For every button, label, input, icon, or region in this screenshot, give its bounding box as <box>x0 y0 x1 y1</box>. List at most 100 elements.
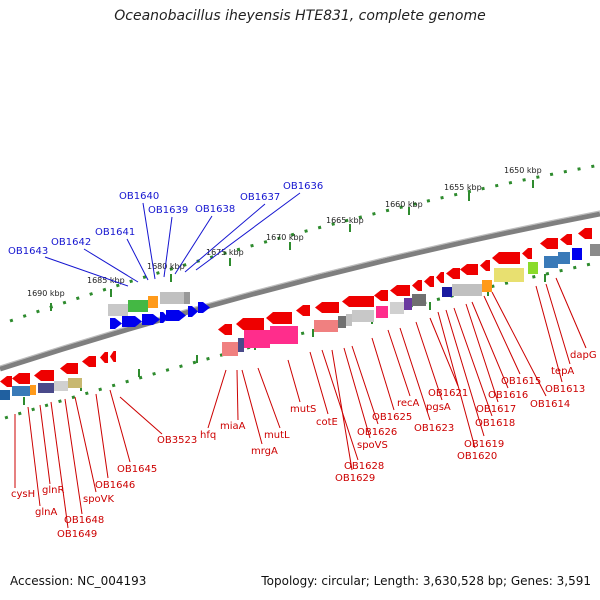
gene-label[interactable]: OB1649 <box>57 529 97 540</box>
gene-label[interactable]: cysH <box>11 489 35 500</box>
gene-label[interactable]: OB1629 <box>335 473 375 484</box>
gene-label[interactable]: miaA <box>220 421 246 432</box>
gene-label[interactable]: OB1616 <box>488 390 528 401</box>
gene-category-box <box>412 294 426 306</box>
reverse-strand-gene <box>374 290 388 301</box>
leader-line <box>39 404 51 485</box>
gene-label[interactable]: OB1625 <box>372 412 412 423</box>
leader-line <box>174 215 213 275</box>
gene-label[interactable]: OB1640 <box>119 191 159 202</box>
gene-label[interactable]: recA <box>397 398 420 409</box>
forward-strand-gene <box>188 306 198 317</box>
gene-category-box <box>184 292 190 304</box>
gene-category-box <box>528 262 538 274</box>
gene-label[interactable]: OB1646 <box>95 480 135 491</box>
scale-label: 1660 kbp <box>385 200 423 209</box>
reverse-strand-gene <box>0 376 12 387</box>
reverse-strand-gene <box>218 324 232 335</box>
gene-label[interactable]: OB1642 <box>51 237 91 248</box>
gene-category-box <box>30 385 36 395</box>
scale-label: 1675 kbp <box>206 248 244 257</box>
gene-label[interactable]: OB1641 <box>95 227 135 238</box>
gene-category-box <box>442 287 452 297</box>
gene-label[interactable]: cotE <box>316 417 338 428</box>
leader-line <box>74 396 97 493</box>
gene-label[interactable]: OB1628 <box>344 461 384 472</box>
gene-label[interactable]: OB1623 <box>414 423 454 434</box>
gene-category-box <box>270 326 298 344</box>
leader-line <box>429 317 459 387</box>
leader-line <box>309 351 329 415</box>
gene-label[interactable]: OB1626 <box>357 427 397 438</box>
reverse-strand-gene <box>12 373 30 384</box>
gene-category-box <box>68 378 82 388</box>
reverse-strand-gene <box>110 351 116 362</box>
gene-label[interactable]: mrgA <box>251 446 278 457</box>
gene-label[interactable]: spoVK <box>83 494 115 505</box>
leader-line <box>491 291 547 397</box>
leader-line <box>257 367 281 429</box>
gene-label[interactable]: OB1613 <box>545 384 585 395</box>
gene-label[interactable]: OB1619 <box>464 439 504 450</box>
leader-line <box>287 359 301 403</box>
leader-line <box>545 283 571 365</box>
gene-label[interactable]: OB1643 <box>8 246 48 257</box>
gene-category-box <box>572 248 582 260</box>
gene-label[interactable]: OB1637 <box>240 192 280 203</box>
gene-label[interactable]: mutS <box>290 404 316 415</box>
reverse-strand-gene <box>424 276 434 287</box>
gene-label[interactable]: OB1645 <box>117 464 157 475</box>
gene-label[interactable]: tepA <box>551 366 574 377</box>
scale-label: 1690 kbp <box>27 289 65 298</box>
gene-label[interactable]: OB1638 <box>195 204 235 215</box>
reverse-strand-gene <box>492 252 520 264</box>
leader-line <box>50 401 69 529</box>
reverse-strand-gene <box>522 248 532 259</box>
leader-line <box>371 337 395 411</box>
gene-label[interactable]: spoVS <box>357 440 388 451</box>
gene-label[interactable]: OB1621 <box>428 388 468 399</box>
reverse-strand-gene <box>60 363 78 374</box>
forward-strand-gene <box>122 316 142 327</box>
gene-label[interactable]: OB1615 <box>501 376 541 387</box>
leader-line <box>195 192 301 271</box>
gene-label[interactable]: OB1639 <box>148 205 188 216</box>
genome-title: Oceanobacillus iheyensis HTE831, complet… <box>114 8 486 24</box>
genome-backbone <box>0 211 600 372</box>
leader-line <box>399 327 431 421</box>
scale-label: 1650 kbp <box>504 166 542 175</box>
gene-label[interactable]: glnA <box>35 507 57 518</box>
reverse-strand-gene <box>266 312 292 324</box>
gene-category-box <box>38 383 54 393</box>
accession-text: Accession: NC_004193 <box>10 574 147 588</box>
gene-label[interactable]: OB1614 <box>530 399 570 410</box>
gene-label[interactable]: OB1620 <box>457 451 497 462</box>
gene-label[interactable]: mutL <box>264 430 290 441</box>
leader-line <box>321 349 359 461</box>
gene-label[interactable]: hfq <box>200 430 216 441</box>
gene-category-box <box>376 306 388 318</box>
reverse-strand-gene <box>342 296 374 307</box>
gene-label[interactable]: OB1648 <box>64 515 104 526</box>
gene-label[interactable]: pgsA <box>426 402 451 413</box>
leader-line <box>331 349 353 471</box>
gene-label[interactable]: dapG <box>570 350 597 361</box>
gene-label[interactable]: OB1617 <box>476 404 516 415</box>
leader-line <box>83 248 139 283</box>
gene-label[interactable]: glnR <box>42 485 64 496</box>
gene-label[interactable]: OB1618 <box>475 418 515 429</box>
leader-line <box>483 295 521 375</box>
scale-label: 1670 kbp <box>266 233 304 242</box>
gene-category-box <box>482 280 492 292</box>
gene-category-box <box>54 381 68 391</box>
gene-label[interactable]: OB3523 <box>157 435 197 446</box>
reverse-strand-gene <box>34 370 54 381</box>
gene-category-box <box>352 310 374 322</box>
leader-line <box>555 277 587 349</box>
gene-label[interactable]: OB1636 <box>283 181 323 192</box>
forward-strand-gene <box>110 318 122 329</box>
reverse-strand-gene <box>390 285 410 296</box>
topology-text: Topology: circular; Length: 3,630,528 bp… <box>261 574 591 588</box>
leader-line <box>64 398 83 515</box>
